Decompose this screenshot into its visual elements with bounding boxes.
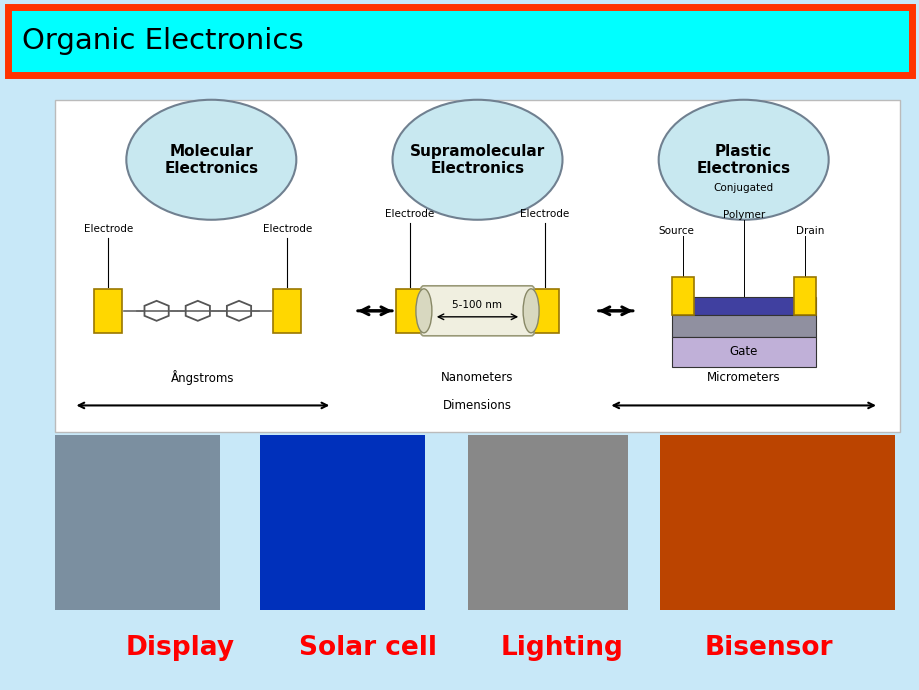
Text: Display: Display [125,635,234,661]
Text: Drain: Drain [796,226,824,236]
Bar [55,435,220,610]
Ellipse shape [126,100,296,219]
FancyBboxPatch shape [421,286,534,336]
Text: Organic Electronics: Organic Electronics [22,27,303,55]
Bar [8,7,911,75]
Text: Polymer: Polymer [721,210,764,219]
Text: 5-100 nm: 5-100 nm [452,300,502,310]
Bar [671,337,815,367]
Text: Electrode: Electrode [385,209,434,219]
Bar [793,277,815,315]
Text: Nanometers: Nanometers [441,371,513,384]
Text: Plastic
Electronics: Plastic Electronics [696,144,789,176]
Text: Dimensions: Dimensions [443,399,512,412]
Text: Ångstroms: Ångstroms [171,370,234,385]
Bar [671,315,815,337]
Text: Micrometers: Micrometers [706,371,779,384]
Bar [530,289,559,333]
Bar [55,100,899,432]
Text: Solar cell: Solar cell [299,635,437,661]
Text: Conjugated: Conjugated [713,183,773,193]
Bar [94,289,122,333]
Text: Electrode: Electrode [520,209,569,219]
Bar [468,435,628,610]
Text: Source: Source [658,226,694,236]
Bar [395,289,424,333]
Text: Lighting: Lighting [500,635,623,661]
Ellipse shape [392,100,562,219]
Bar [273,289,301,333]
Bar [260,435,425,610]
Text: Electrode: Electrode [84,224,132,234]
Ellipse shape [523,289,539,333]
Text: Molecular
Electronics: Molecular Electronics [165,144,258,176]
Ellipse shape [658,100,828,219]
Text: Electrode: Electrode [263,224,312,234]
Text: Bisensor: Bisensor [704,635,833,661]
Bar [671,297,815,315]
Bar [659,435,894,610]
Ellipse shape [415,289,431,333]
Bar [671,277,693,315]
Text: Supramolecular
Electronics: Supramolecular Electronics [410,144,545,176]
Text: Gate: Gate [729,345,757,358]
